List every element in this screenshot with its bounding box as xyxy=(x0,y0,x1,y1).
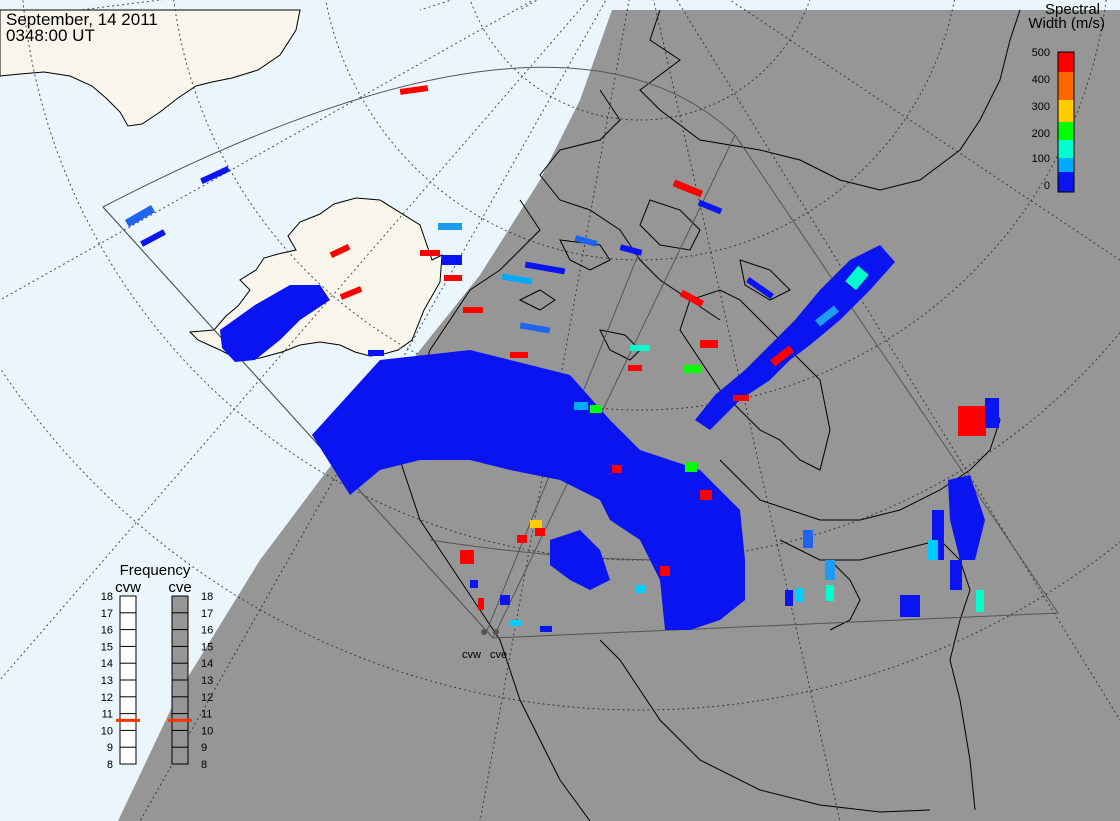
radar-fov-outlines xyxy=(102,66,1059,639)
frequency-tick-cvw: 12 xyxy=(101,692,113,704)
frequency-tick-cvw: 18 xyxy=(101,591,113,603)
frequency-tick-cve: 8 xyxy=(201,759,207,771)
colorbar-tick-400: 400 xyxy=(1032,74,1050,86)
frequency-tick-cve: 9 xyxy=(201,742,207,754)
colorbar-tick-300: 300 xyxy=(1032,101,1050,113)
frequency-tick-cvw: 14 xyxy=(101,658,113,670)
frequency-tick-cve: 13 xyxy=(201,675,213,687)
colorbar-tick-200: 200 xyxy=(1032,128,1050,140)
frequency-tick-cvw: 9 xyxy=(107,742,113,754)
colorbar: Spectral Width (m/s) 500 400 300 200 100… xyxy=(1028,1,1105,193)
frequency-tick-cvw: 8 xyxy=(107,759,113,771)
night-shading xyxy=(118,10,1120,821)
frequency-tick-cvw: 10 xyxy=(101,725,113,737)
date-label: September, 14 2011 xyxy=(6,10,158,29)
frequency-tick-cve: 17 xyxy=(201,608,213,620)
frequency-tick-cvw: 13 xyxy=(101,675,113,687)
frequency-tick-cve: 15 xyxy=(201,641,213,653)
echo-cells xyxy=(125,85,999,632)
frequency-cve-label: cve xyxy=(168,579,191,596)
frequency-tick-cvw: 16 xyxy=(101,625,113,637)
frequency-tick-cve: 10 xyxy=(201,725,213,737)
radar-label-cve: cve xyxy=(490,649,507,661)
time-label: 0348:00 UT xyxy=(6,26,95,45)
siberia-landmass xyxy=(0,9,301,127)
frequency-tick-cve: 18 xyxy=(201,591,213,603)
frequency-tick-cvw: 15 xyxy=(101,641,113,653)
frequency-tick-cve: 16 xyxy=(201,625,213,637)
colorbar-title-line1: Spectral xyxy=(1045,1,1100,18)
frequency-title: Frequency xyxy=(120,562,191,579)
frequency-cvw-label: cvw xyxy=(115,579,141,596)
frequency-tick-cvw: 11 xyxy=(102,709,113,721)
radar-label-cvw: cvw xyxy=(462,649,481,661)
frequency-tick-cve: 12 xyxy=(201,692,213,704)
frequency-panel: Frequency cvw cve 18 17 16 15 14 13 12 11 10 9 8 18… xyxy=(101,562,214,771)
colorbar-title-line2: Width (m/s) xyxy=(1028,15,1105,32)
radar-sites xyxy=(481,629,499,635)
colorbar-tick-0: 0 xyxy=(1044,180,1050,192)
colorbar-tick-100: 100 xyxy=(1032,153,1050,165)
frequency-tick-cve: 11 xyxy=(201,709,212,721)
colorbar-tick-500: 500 xyxy=(1032,47,1050,59)
frequency-tick-cvw: 17 xyxy=(101,608,113,620)
frequency-tick-cve: 14 xyxy=(201,658,213,670)
